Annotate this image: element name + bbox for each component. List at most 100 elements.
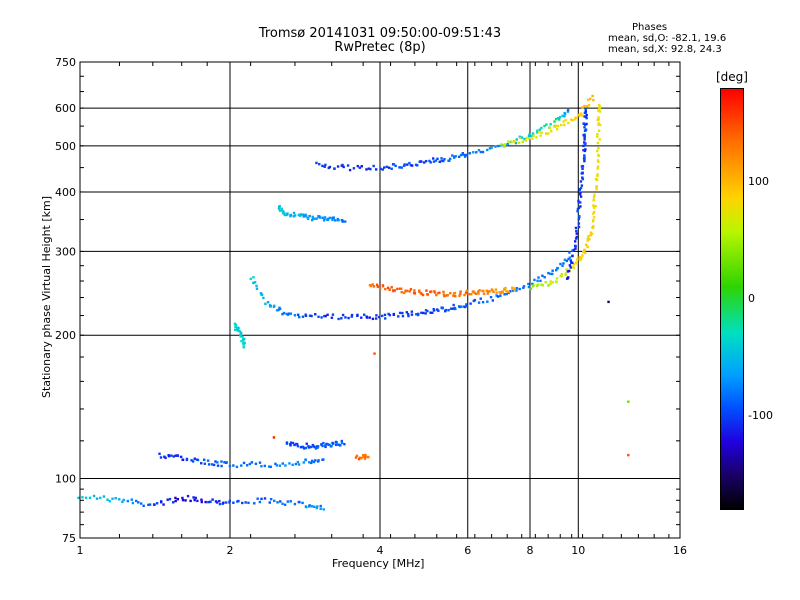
data-point <box>547 271 550 275</box>
data-point <box>577 217 581 221</box>
data-point <box>550 130 553 133</box>
data-point <box>587 98 590 102</box>
data-point <box>243 341 246 345</box>
data-point <box>499 294 502 298</box>
data-point <box>260 465 263 468</box>
data-point <box>130 498 134 501</box>
data-point <box>470 292 473 296</box>
data-point <box>294 462 298 466</box>
data-point <box>590 232 594 235</box>
data-point <box>579 112 583 115</box>
data-point <box>118 498 121 501</box>
data-point <box>490 146 493 150</box>
data-point <box>243 337 246 341</box>
data-point <box>285 442 289 445</box>
data-point <box>581 254 584 257</box>
data-point <box>181 498 185 502</box>
data-point <box>137 501 140 504</box>
data-point <box>475 151 478 154</box>
data-point <box>577 206 581 210</box>
outlier-point <box>373 352 376 355</box>
data-point <box>506 142 510 146</box>
data-point <box>429 311 432 314</box>
data-point <box>293 214 297 217</box>
data-point <box>320 442 323 446</box>
data-point <box>310 459 314 463</box>
data-point <box>544 132 548 135</box>
data-point <box>210 463 214 466</box>
data-point <box>293 443 296 447</box>
data-point <box>426 309 429 313</box>
data-point <box>511 286 514 289</box>
data-point <box>242 461 246 465</box>
data-point <box>315 161 318 165</box>
data-point <box>256 497 259 500</box>
data-point <box>310 461 313 465</box>
data-point <box>374 317 378 320</box>
data-point <box>314 447 318 450</box>
data-point <box>311 217 315 220</box>
data-point <box>563 258 567 261</box>
data-point <box>586 245 590 249</box>
data-point <box>500 143 503 146</box>
data-point <box>258 500 262 504</box>
data-point <box>304 458 307 461</box>
data-point <box>432 308 435 311</box>
data-point <box>185 457 189 461</box>
data-point <box>239 333 242 336</box>
data-point <box>577 225 581 229</box>
data-point <box>479 150 483 154</box>
data-point <box>567 257 570 261</box>
data-point <box>333 219 337 222</box>
data-point <box>467 292 471 296</box>
data-point <box>392 289 395 293</box>
data-point <box>593 193 596 196</box>
data-point <box>432 157 435 160</box>
data-point <box>438 160 441 164</box>
data-point <box>282 311 286 315</box>
data-point <box>278 209 282 212</box>
data-point <box>570 118 573 121</box>
data-point <box>344 316 347 319</box>
data-point <box>433 291 437 294</box>
data-point <box>588 238 591 241</box>
data-point <box>551 272 554 276</box>
data-point <box>409 288 413 291</box>
data-point <box>568 264 572 267</box>
data-point <box>406 163 409 166</box>
data-point <box>400 290 403 294</box>
data-point <box>561 114 564 117</box>
data-point <box>266 300 270 304</box>
data-point <box>196 499 199 503</box>
data-point <box>236 329 239 332</box>
data-point <box>594 177 598 181</box>
data-point <box>394 164 397 168</box>
data-point <box>263 464 267 468</box>
data-point <box>564 273 567 277</box>
data-point <box>323 314 326 318</box>
data-point <box>172 455 176 458</box>
data-point <box>324 444 327 447</box>
data-point <box>509 290 512 293</box>
data-point <box>571 254 574 258</box>
data-point <box>190 459 193 462</box>
data-point <box>414 163 418 167</box>
data-point <box>317 459 320 462</box>
data-point <box>486 300 489 303</box>
data-point <box>587 103 591 107</box>
data-point <box>525 136 528 140</box>
data-point <box>573 244 577 248</box>
data-point <box>206 459 210 462</box>
data-point <box>320 316 323 319</box>
data-point <box>522 286 525 289</box>
data-point <box>126 499 130 503</box>
data-point <box>572 263 576 266</box>
data-point <box>591 94 594 98</box>
data-point <box>498 291 501 294</box>
data-point <box>286 212 289 215</box>
data-point <box>533 278 536 282</box>
data-point <box>220 464 223 468</box>
data-point <box>322 441 325 445</box>
data-point <box>481 300 485 304</box>
data-point <box>314 459 317 462</box>
